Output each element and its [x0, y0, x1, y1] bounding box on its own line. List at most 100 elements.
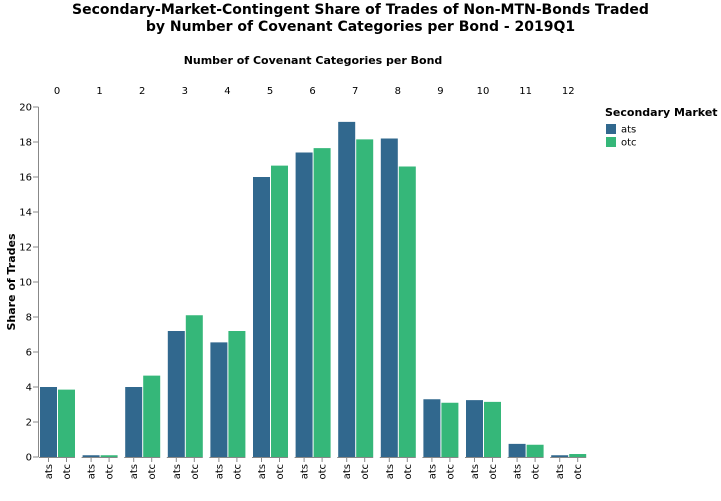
legend-swatch-ats — [606, 124, 616, 134]
bar-otc — [441, 402, 459, 457]
y-axis: 0 2 4 6 8 10 12 14 16 18 20 — [19, 103, 39, 464]
x-tick-label: otc — [318, 464, 329, 480]
x-tick-label: otc — [403, 464, 414, 480]
y-tick-label: 4 — [26, 383, 32, 394]
x-tick-label: ats — [44, 464, 55, 479]
column-header-label: 8 — [395, 86, 401, 97]
facet-2: 2 ats otc — [124, 86, 161, 480]
x-tick-label: ats — [214, 464, 225, 479]
facet-9: 9 ats otc — [422, 86, 459, 480]
column-header-label: 6 — [309, 86, 315, 97]
legend-swatch-otc — [606, 137, 616, 147]
legend-title: Secondary Market — [605, 106, 718, 119]
bar-ats — [40, 387, 57, 457]
x-tick-label: otc — [573, 464, 584, 480]
column-header-label: 11 — [519, 86, 532, 97]
x-tick-label: ats — [513, 464, 524, 479]
legend-label-otc: otc — [621, 138, 637, 149]
y-tick-label: 18 — [19, 138, 32, 149]
bar-ats — [466, 400, 483, 457]
bar-otc — [58, 389, 75, 457]
x-tick-label: otc — [445, 464, 456, 480]
y-axis-title: Share of Trades — [5, 233, 18, 331]
bar-otc — [484, 401, 501, 457]
x-tick-label: ats — [427, 464, 438, 479]
column-header-label: 5 — [267, 86, 273, 97]
x-tick-label: otc — [360, 464, 371, 480]
bar-ats — [295, 152, 313, 457]
x-tick-label: ats — [342, 464, 353, 479]
column-header-label: 4 — [224, 86, 230, 97]
bar-ats — [167, 331, 185, 457]
y-tick-label: 12 — [19, 243, 32, 254]
facet-5: 5 ats otc — [252, 86, 288, 480]
legend-label-ats: ats — [621, 125, 636, 136]
facet-3: 3 ats otc — [166, 86, 203, 480]
chart-title-line-2: by Number of Covenant Categories per Bon… — [145, 19, 576, 35]
bar-ats — [508, 443, 526, 457]
bar-ats — [380, 138, 398, 457]
column-header-label: 9 — [437, 86, 443, 97]
bar-otc — [398, 166, 416, 457]
y-tick-label: 2 — [26, 418, 32, 429]
facet-10: 10 ats otc — [465, 86, 501, 480]
bar-ats — [210, 342, 228, 457]
x-tick-label: ats — [172, 464, 183, 479]
facet-7: 7 ats otc — [337, 86, 374, 480]
facet-1: 1 ats otc — [81, 86, 118, 480]
bar-otc — [100, 455, 118, 457]
x-tick-label: ats — [87, 464, 98, 479]
column-header-label: 1 — [96, 86, 102, 97]
bar-ats — [253, 177, 270, 457]
bar-otc — [569, 454, 587, 457]
facet-4: 4 ats otc — [209, 86, 246, 480]
facet-8: 8 ats otc — [379, 86, 416, 480]
bar-ats — [125, 387, 143, 457]
bar-ats — [82, 455, 100, 457]
x-tick-label: ats — [300, 464, 311, 479]
chart-title-line-1: Secondary-Market-Contingent Share of Tra… — [72, 2, 649, 18]
y-tick-label: 10 — [19, 278, 32, 289]
x-tick-label: otc — [232, 464, 243, 480]
x-tick-label: otc — [275, 464, 286, 480]
x-tick-label: otc — [531, 464, 542, 480]
bar-otc — [185, 315, 203, 457]
y-tick-label: 8 — [26, 313, 32, 324]
bar-otc — [526, 444, 544, 457]
facet-0: 0 ats otc — [39, 86, 75, 480]
facet-11: 11 ats otc — [507, 86, 544, 480]
bar-otc — [271, 165, 288, 457]
x-tick-label: otc — [147, 464, 158, 480]
column-header-label: 12 — [562, 86, 575, 97]
x-tick-label: otc — [488, 464, 499, 480]
x-tick-label: ats — [555, 464, 566, 479]
x-tick-label: ats — [385, 464, 396, 479]
y-tick-label: 16 — [19, 173, 32, 184]
bar-ats — [423, 399, 441, 457]
x-tick-label: ats — [257, 464, 268, 479]
bar-otc — [228, 331, 246, 457]
column-header-label: 10 — [477, 86, 490, 97]
bar-otc — [356, 139, 374, 457]
x-tick-label: otc — [190, 464, 201, 480]
bar-ats — [551, 455, 569, 457]
x-tick-label: ats — [470, 464, 481, 479]
column-header-label: 3 — [182, 86, 188, 97]
bar-otc — [143, 375, 161, 457]
facet-12: 12 ats otc — [550, 86, 587, 480]
y-tick-label: 20 — [19, 103, 32, 114]
legend: Secondary Market ats otc — [605, 106, 718, 149]
x-tick-label: otc — [62, 464, 73, 480]
chart-title: Secondary-Market-Contingent Share of Tra… — [0, 2, 721, 36]
y-tick-label: 6 — [26, 348, 32, 359]
x-tick-label: otc — [105, 464, 116, 480]
y-tick-label: 14 — [19, 208, 32, 219]
column-header-label: 7 — [352, 86, 358, 97]
column-header-label: 0 — [54, 86, 60, 97]
facet-6: 6 ats otc — [294, 86, 331, 480]
column-axis-title: Number of Covenant Categories per Bond — [184, 54, 443, 67]
bar-ats — [338, 121, 356, 457]
column-header-label: 2 — [139, 86, 145, 97]
